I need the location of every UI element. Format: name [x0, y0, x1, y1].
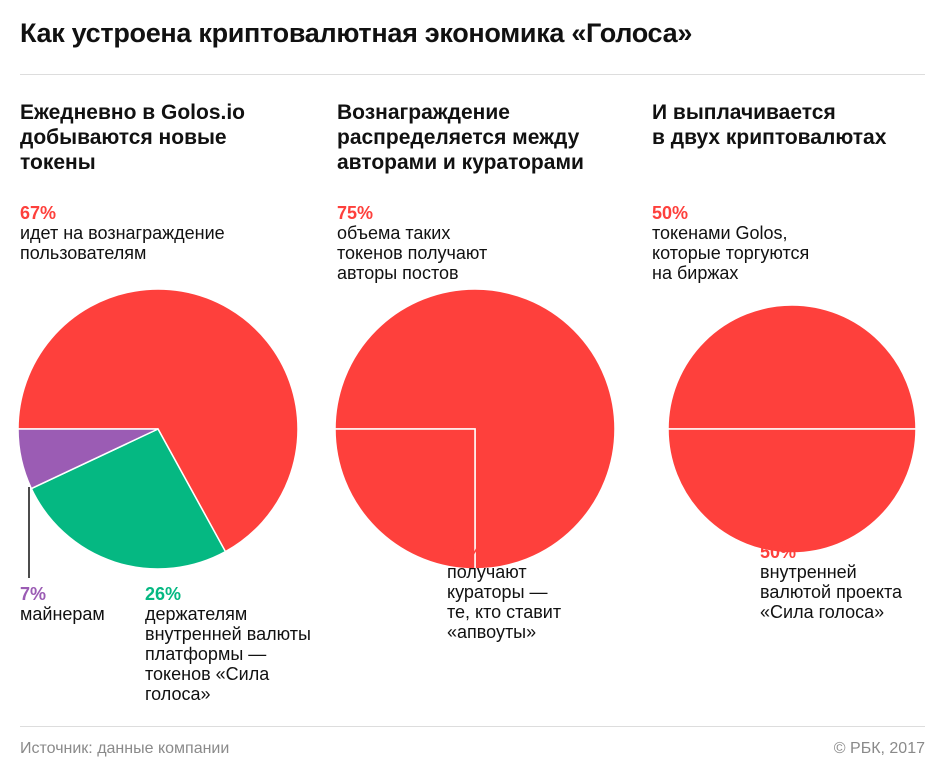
title-divider — [20, 74, 925, 75]
label-holders-pct: 26% — [145, 584, 182, 604]
pie-slice-authors — [334, 288, 616, 570]
label-curators-text: получают кураторы — те, кто ставит «апво… — [447, 562, 562, 642]
label-holders-text: держателям внутренней валюты платформы —… — [145, 604, 311, 704]
pie-chart-distribution — [334, 288, 616, 570]
copyright: © РБК, 2017 — [833, 740, 925, 757]
pie-chart-payout — [667, 304, 917, 554]
label-golos-power-text: внутренней валютой проекта «Сила голоса» — [760, 562, 902, 622]
label-golos-tokens-text: токенами Golos, которые торгуются на бир… — [652, 223, 810, 283]
label-curators-pct: 25% — [447, 542, 484, 562]
label-golos-tokens-pct: 50% — [652, 203, 689, 223]
label-miners: 7% майнерам — [20, 584, 105, 624]
label-users-reward-text: идет на вознаграждение пользователям — [20, 223, 225, 263]
pie-chart-mining — [17, 288, 299, 578]
pie-slice-golos-power — [667, 428, 917, 554]
label-holders: 26% держателям внутренней валюты платфор… — [145, 584, 311, 704]
label-authors-pct: 75% — [337, 203, 374, 223]
pie-slice-users-reward — [17, 288, 299, 553]
page-title: Как устроена криптовалютная экономика «Г… — [20, 18, 693, 48]
label-authors-text: объема таких токенов получают авторы пос… — [337, 223, 488, 283]
label-golos-power: 50% внутренней валютой проекта «Сила гол… — [760, 542, 902, 622]
label-users-reward-pct: 67% — [20, 203, 57, 223]
column-heading-distribution: Вознаграждение распределяется между авто… — [337, 101, 584, 174]
pie-slice-miners — [17, 428, 159, 490]
footer-divider — [20, 726, 925, 727]
column-heading-payout: И выплачивается в двух криптовалютах — [652, 101, 887, 149]
label-miners-pct: 7% — [20, 584, 47, 604]
column-heading-mining: Ежедневно в Golos.io добываются новые то… — [20, 101, 245, 174]
pie-slice-golos-tokens — [667, 304, 917, 430]
pie-slice-holders — [30, 428, 227, 570]
label-users-reward: 67% идет на вознаграждение пользователям — [20, 203, 225, 263]
label-curators: 25% получают кураторы — те, кто ставит «… — [447, 542, 561, 642]
label-miners-text: майнерам — [20, 604, 105, 624]
pie-slice-curators — [334, 428, 476, 570]
label-golos-tokens: 50% токенами Golos, которые торгуются на… — [652, 203, 809, 283]
label-golos-power-pct: 50% — [760, 542, 797, 562]
source-note: Источник: данные компании — [20, 740, 230, 757]
label-authors: 75% объема таких токенов получают авторы… — [337, 203, 487, 283]
